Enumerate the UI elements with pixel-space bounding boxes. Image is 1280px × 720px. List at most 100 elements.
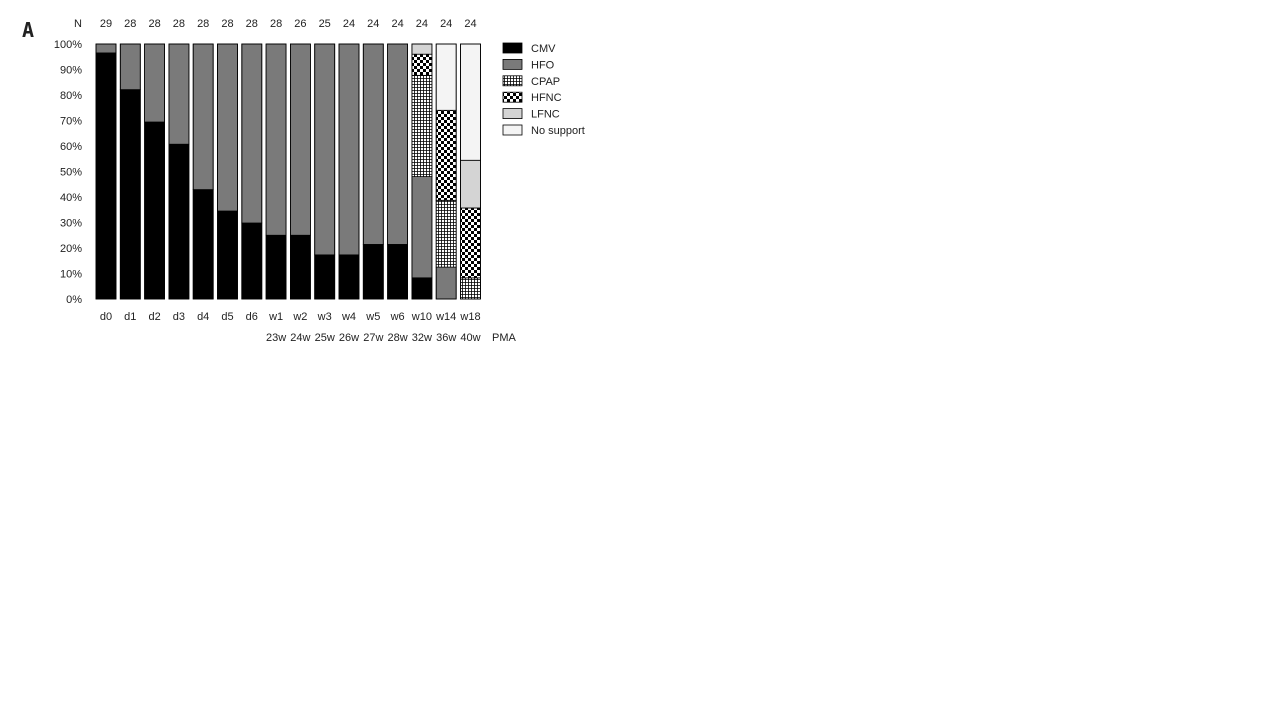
bar-outline (241, 43, 263, 300)
bar-outline (192, 43, 214, 300)
y-axis: 0% 10% 20% 30% 40% 50% 60% 70% 80% 90% 100% (54, 39, 82, 306)
n-value-label: 28 (246, 18, 258, 30)
bar-segment-cmv (217, 210, 238, 300)
n-value-label: 29 (100, 18, 112, 30)
y-tick-label: 30% (60, 218, 82, 230)
bar-outline (314, 43, 336, 300)
bar-segment-hfo (362, 43, 384, 245)
bar-segment-cmv (144, 121, 166, 300)
x-tick-label: d3 (173, 311, 185, 323)
n-value-label: 24 (391, 18, 403, 30)
bar-outline (435, 43, 457, 300)
legend-label: CPAP (531, 76, 560, 88)
bar-segment-hfo (144, 43, 166, 123)
bar-segment-hfnc (411, 53, 433, 76)
bar-stack-w4 (338, 43, 360, 300)
bar-stack-w14 (435, 43, 457, 300)
x-tick-label: d6 (246, 311, 258, 323)
bar-segment-hfo (387, 43, 409, 245)
bar-stack-w10 (411, 43, 433, 300)
legend-label: CMV (531, 43, 556, 55)
y-tick-label: 60% (60, 141, 82, 153)
bar-outline (411, 43, 433, 300)
bar-segment-cmv (314, 254, 336, 300)
n-value-label: 24 (416, 18, 428, 30)
bar-stack-d3 (168, 43, 190, 300)
x-tick-label: d0 (100, 311, 112, 323)
y-tick-label: 100% (54, 39, 82, 51)
y-tick-label: 80% (60, 90, 82, 102)
bar-segment-hfo (265, 43, 287, 236)
legend: CMV HFO CPAP HFNC LFNC No support (502, 42, 585, 137)
x-tick-label: d2 (148, 311, 160, 323)
y-tick-label: 70% (60, 116, 82, 128)
n-value-label: 26 (294, 18, 306, 30)
n-value-label: 25 (319, 18, 331, 30)
x-tick-label: d1 (124, 311, 136, 323)
bar-stack-w3 (314, 43, 336, 300)
bar-segment-hfo (314, 43, 336, 256)
bar-segment-lfnc (411, 43, 433, 55)
x-tick-label: w14 (435, 311, 456, 323)
bar-segment-hfo (168, 43, 190, 145)
bar-outline (460, 43, 481, 300)
x-tick-label: w1 (268, 311, 283, 323)
bar-segment-hfo (95, 43, 117, 54)
bar-segment-cmv (241, 222, 263, 300)
bar-segment-hfo (338, 43, 360, 256)
bar-outline (95, 43, 117, 300)
pma-tick-label: 27w (363, 332, 383, 344)
bar-segment-cmv (168, 143, 190, 300)
bar-segment-hfo (411, 176, 433, 279)
x-tick-label: w2 (292, 311, 307, 323)
legend-label: HFO (531, 59, 555, 71)
bar-segment-hfo (217, 43, 238, 212)
y-tick-label: 0% (66, 294, 82, 306)
bars-group (95, 43, 481, 300)
y-tick-label: 50% (60, 167, 82, 179)
n-label: N (74, 18, 82, 30)
y-tick-label: 90% (60, 65, 82, 77)
n-value-label: 24 (367, 18, 379, 30)
bar-segment-no-support (460, 43, 481, 161)
pma-label: PMA (492, 332, 517, 344)
bar-segment-cmv (95, 52, 117, 300)
bar-segment-hfo (241, 43, 263, 224)
bar-segment-cmv (387, 244, 409, 300)
bar-segment-cmv (192, 189, 214, 300)
x-tick-label: w10 (411, 311, 432, 323)
x-tick-label: d4 (197, 311, 209, 323)
n-value-label: 28 (173, 18, 185, 30)
legend-swatch (502, 75, 523, 87)
bar-segment-hfo (435, 266, 457, 300)
panel-label: A (22, 18, 34, 42)
bar-stack-w18 (460, 43, 481, 300)
bar-segment-cpap (435, 199, 457, 268)
bar-segment-lfnc (460, 159, 481, 209)
bar-outline (119, 43, 141, 300)
n-value-label: 28 (197, 18, 209, 30)
bar-outline (217, 43, 238, 300)
bar-segment-hfo (289, 43, 311, 236)
bar-stack-d5 (217, 43, 238, 300)
x-tick-label: w5 (365, 311, 380, 323)
bar-segment-cpap (411, 74, 433, 177)
x-tick-label: w18 (459, 311, 480, 323)
pma-tick-label: 23w (266, 332, 286, 344)
pma-tick-label: 36w (436, 332, 456, 344)
x-axis-labels: 29 d0 28 d1 28 d2 28 d3 28 d4 28 d5 28 d6 28 w1 23w 26 w2 2… (100, 18, 481, 344)
legend-label: No support (531, 125, 585, 137)
pma-tick-label: 40w (460, 332, 480, 344)
n-value-label: 28 (221, 18, 233, 30)
bar-segment-cmv (338, 254, 360, 300)
legend-label: LFNC (531, 109, 560, 121)
n-value-label: 24 (343, 18, 355, 30)
bar-stack-d2 (144, 43, 166, 300)
bar-stack-w1 (265, 43, 287, 300)
n-value-label: 28 (148, 18, 160, 30)
pma-tick-label: 28w (388, 332, 408, 344)
y-tick-label: 20% (60, 243, 82, 255)
n-value-label: 24 (464, 18, 476, 30)
pma-tick-label: 26w (339, 332, 359, 344)
